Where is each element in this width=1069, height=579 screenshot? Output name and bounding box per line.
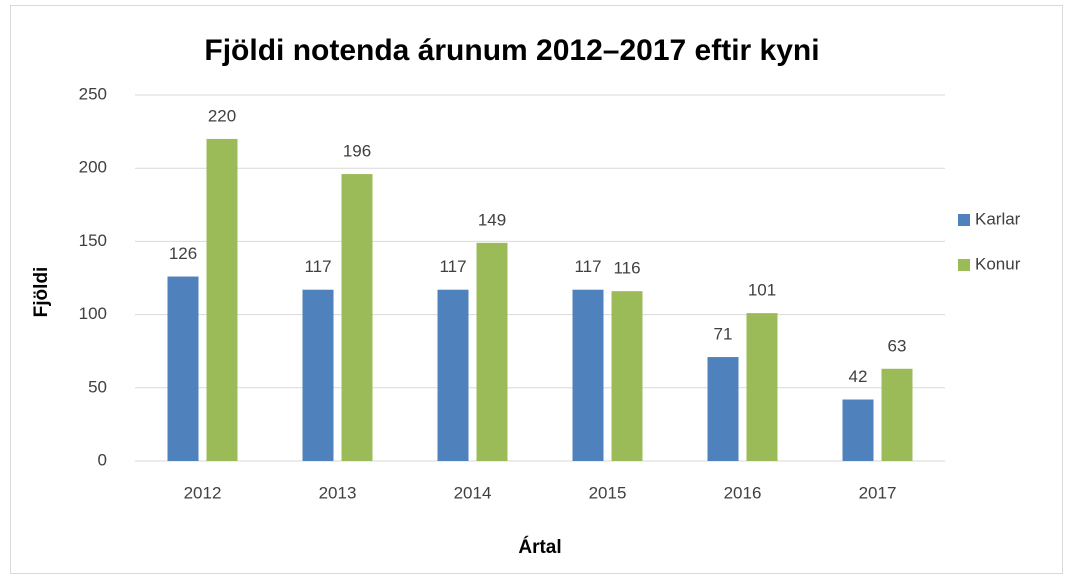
bar — [881, 368, 913, 461]
data-label: 117 — [439, 257, 466, 276]
data-label: 116 — [613, 259, 640, 278]
y-tick-label: 0 — [98, 450, 107, 469]
legend-swatch — [958, 214, 970, 226]
y-tick-label: 250 — [79, 84, 107, 103]
bar — [842, 399, 874, 461]
data-label: 117 — [574, 257, 601, 276]
bar — [611, 291, 643, 461]
data-label: 196 — [343, 142, 371, 161]
legend-label: Konur — [975, 254, 1021, 273]
x-tick-label: 2014 — [454, 483, 492, 502]
data-label: 126 — [169, 244, 197, 263]
y-tick-label: 50 — [88, 377, 107, 396]
x-tick-label: 2013 — [319, 483, 357, 502]
legend-label: Karlar — [975, 209, 1021, 228]
bar — [437, 289, 469, 461]
chart-title: Fjöldi notenda árunum 2012–2017 eftir ky… — [204, 34, 819, 67]
legend-swatch — [958, 259, 970, 271]
bar — [206, 138, 238, 462]
x-tick-label: 2015 — [589, 483, 627, 502]
bar — [476, 242, 508, 461]
x-tick-label: 2012 — [184, 483, 222, 502]
y-tick-label: 100 — [79, 304, 107, 323]
x-axis-label: Ártal — [518, 536, 561, 558]
bar — [302, 289, 334, 461]
data-label: 101 — [748, 281, 776, 300]
bar — [341, 174, 373, 461]
data-label: 42 — [849, 367, 868, 386]
data-label: 149 — [478, 210, 506, 229]
bar — [707, 357, 739, 461]
data-label: 63 — [888, 336, 907, 355]
data-label: 220 — [208, 106, 236, 125]
x-tick-label: 2017 — [859, 483, 897, 502]
bar — [572, 289, 604, 461]
data-label: 117 — [304, 257, 331, 276]
bar — [167, 276, 199, 461]
y-tick-label: 200 — [79, 158, 107, 177]
data-label: 71 — [714, 325, 733, 344]
x-tick-label: 2016 — [724, 483, 762, 502]
y-axis-label: Fjöldi — [31, 267, 52, 318]
y-tick-label: 150 — [79, 231, 107, 250]
bar — [746, 313, 778, 461]
